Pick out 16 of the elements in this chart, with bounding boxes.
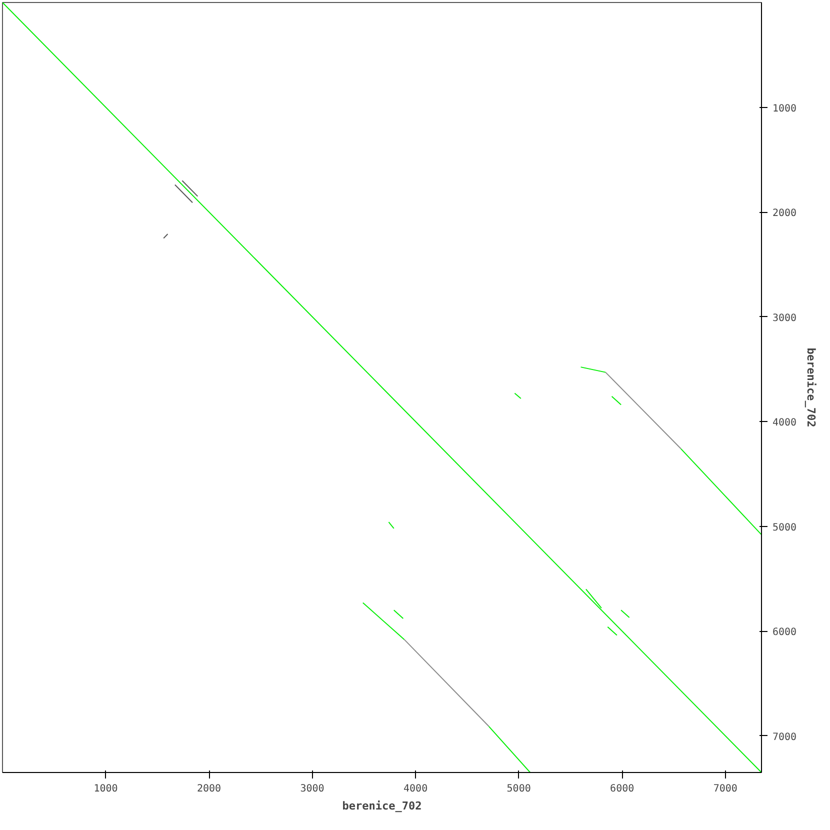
x-tick-label: 6000: [610, 784, 634, 794]
y-tick-label: 2000: [772, 208, 797, 220]
x-tick-label: 2000: [196, 784, 222, 794]
x-tick-label: 1000: [94, 784, 118, 794]
x-tick-label: 3000: [300, 784, 324, 794]
y-axis-title: berenice_702: [804, 348, 818, 428]
y-tick-label: 5000: [772, 522, 797, 534]
x-tick-label: 7000: [713, 784, 738, 794]
y-tick-label: 4000: [772, 418, 797, 429]
x-tick-label: 5000: [506, 784, 531, 794]
x-axis-title: berenice_702: [342, 800, 422, 812]
y-tick-label: 6000: [772, 627, 797, 638]
y-tick-label: 7000: [772, 732, 797, 743]
x-tick-label: 4000: [404, 784, 428, 794]
y-tick-label: 3000: [772, 312, 797, 324]
y-tick-label: 1000: [772, 103, 797, 114]
